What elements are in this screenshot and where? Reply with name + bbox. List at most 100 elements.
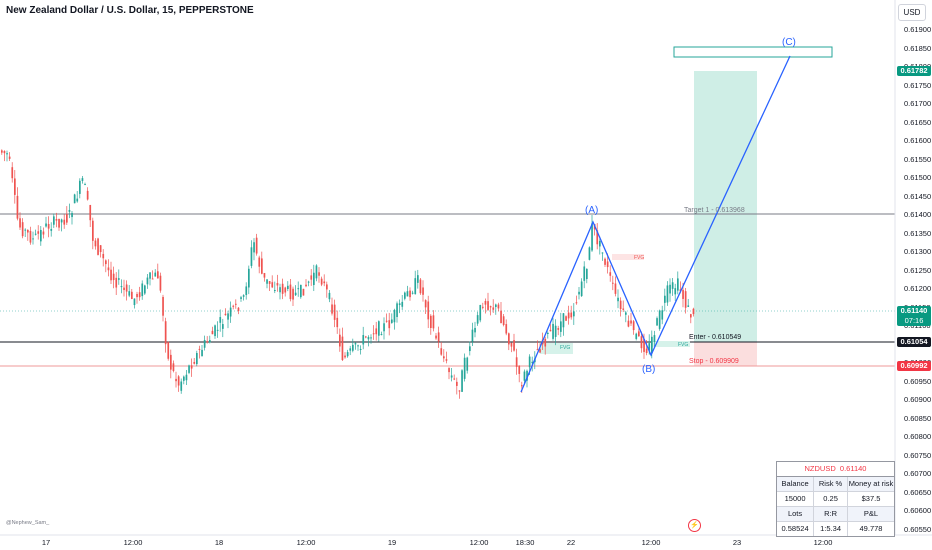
candle-body — [612, 282, 614, 284]
candle-body — [300, 284, 302, 298]
candle-body — [458, 390, 461, 392]
candle-body — [580, 281, 583, 297]
candle-body — [339, 334, 341, 347]
candle-body — [185, 374, 188, 381]
candle-body — [570, 312, 573, 318]
candle-body — [8, 156, 11, 159]
candle-body — [630, 320, 632, 324]
candle-body — [331, 304, 333, 314]
candle-body — [193, 361, 196, 364]
candle-body — [632, 321, 635, 331]
candle-body — [6, 153, 8, 155]
price-tick-label: 0.60650 — [904, 487, 932, 497]
candle-body — [274, 289, 276, 292]
candle-body — [222, 324, 224, 329]
candle-body — [120, 286, 123, 288]
candle-body — [73, 194, 76, 204]
candle-body — [404, 292, 406, 299]
candle-body — [625, 312, 627, 315]
currency-button[interactable]: USD — [898, 4, 926, 21]
wave-a-label: (A) — [585, 205, 599, 216]
candle-body — [536, 349, 539, 351]
candle-body — [115, 277, 118, 288]
candle-body — [287, 285, 289, 289]
candle-body — [487, 301, 489, 310]
candle-body — [279, 287, 281, 293]
risk-table-price: 0.61140 — [839, 464, 867, 473]
candle-body — [474, 327, 476, 333]
fvg-label: FVG — [560, 345, 571, 351]
time-tick-label: 23 — [732, 538, 742, 547]
price-tick-label: 0.60850 — [904, 413, 932, 423]
candle-body — [604, 258, 606, 265]
candle-body — [198, 348, 201, 350]
time-tick-label: 19 — [387, 538, 397, 547]
candle-body — [237, 307, 240, 312]
candle-body — [544, 338, 547, 347]
candle-body — [19, 218, 21, 228]
stop-annotation: Stop - 0.609909 — [689, 358, 739, 365]
time-tick-label: 12:00 — [813, 538, 833, 547]
candle-body — [235, 303, 237, 305]
candle-body — [393, 309, 396, 323]
candle-body — [146, 277, 149, 285]
candle-body — [362, 335, 365, 345]
wave-b-label: (B) — [642, 364, 656, 375]
candles-group — [1, 149, 695, 399]
candle-body — [658, 310, 661, 329]
candle-body — [396, 303, 398, 318]
candle-body — [94, 240, 97, 247]
candle-body — [419, 279, 422, 294]
bar-countdown: 07:16 — [904, 316, 924, 325]
time-tick-label: 12:00 — [296, 538, 316, 547]
risk-table-row: 15000 0.25 $37.5 — [777, 492, 894, 507]
candle-body — [378, 321, 380, 336]
price-tick-label: 0.61850 — [904, 43, 932, 53]
candle-body — [526, 370, 528, 381]
candle-body — [388, 320, 391, 329]
table-cell: $37.5 — [861, 494, 881, 503]
candle-body — [645, 348, 648, 354]
candle-body — [427, 301, 430, 320]
price-tick-label: 0.61900 — [904, 25, 932, 34]
candle-body — [118, 278, 120, 280]
candle-body — [263, 272, 266, 278]
candle-body — [172, 363, 175, 371]
candle-body — [34, 233, 37, 235]
tradingview-logo-icon[interactable]: ⚡ — [688, 519, 701, 532]
candle-body — [159, 275, 162, 291]
enter-price-tag: 0.61054 — [897, 337, 931, 347]
stop-zone — [694, 342, 757, 366]
candle-body — [24, 229, 27, 231]
candle-body — [588, 247, 591, 260]
candle-body — [214, 325, 216, 337]
candle-body — [294, 292, 297, 296]
candle-body — [84, 184, 86, 186]
candle-body — [318, 272, 320, 276]
candle-body — [305, 284, 307, 287]
candle-body — [32, 238, 34, 240]
candle-body — [482, 306, 484, 308]
risk-table-row: Lots R:R P&L — [777, 507, 894, 522]
candle-body — [471, 329, 474, 342]
candle-body — [528, 356, 531, 368]
candle-body — [1, 150, 3, 153]
candle-body — [398, 303, 401, 306]
candle-body — [102, 253, 105, 259]
risk-table-header: NZDUSD 0.61140 — [777, 462, 894, 477]
candle-body — [372, 333, 375, 335]
price-tick-label: 0.61200 — [904, 284, 932, 293]
candle-body — [409, 290, 411, 298]
candle-body — [60, 219, 63, 223]
candle-body — [549, 329, 552, 332]
candle-body — [258, 257, 261, 267]
candle-body — [227, 313, 229, 320]
candle-body — [131, 291, 133, 299]
candle-body — [341, 336, 344, 361]
candle-body — [219, 317, 222, 323]
candle-body — [430, 315, 432, 329]
candle-body — [112, 273, 115, 281]
candle-body — [391, 319, 393, 323]
candle-body — [68, 209, 71, 212]
